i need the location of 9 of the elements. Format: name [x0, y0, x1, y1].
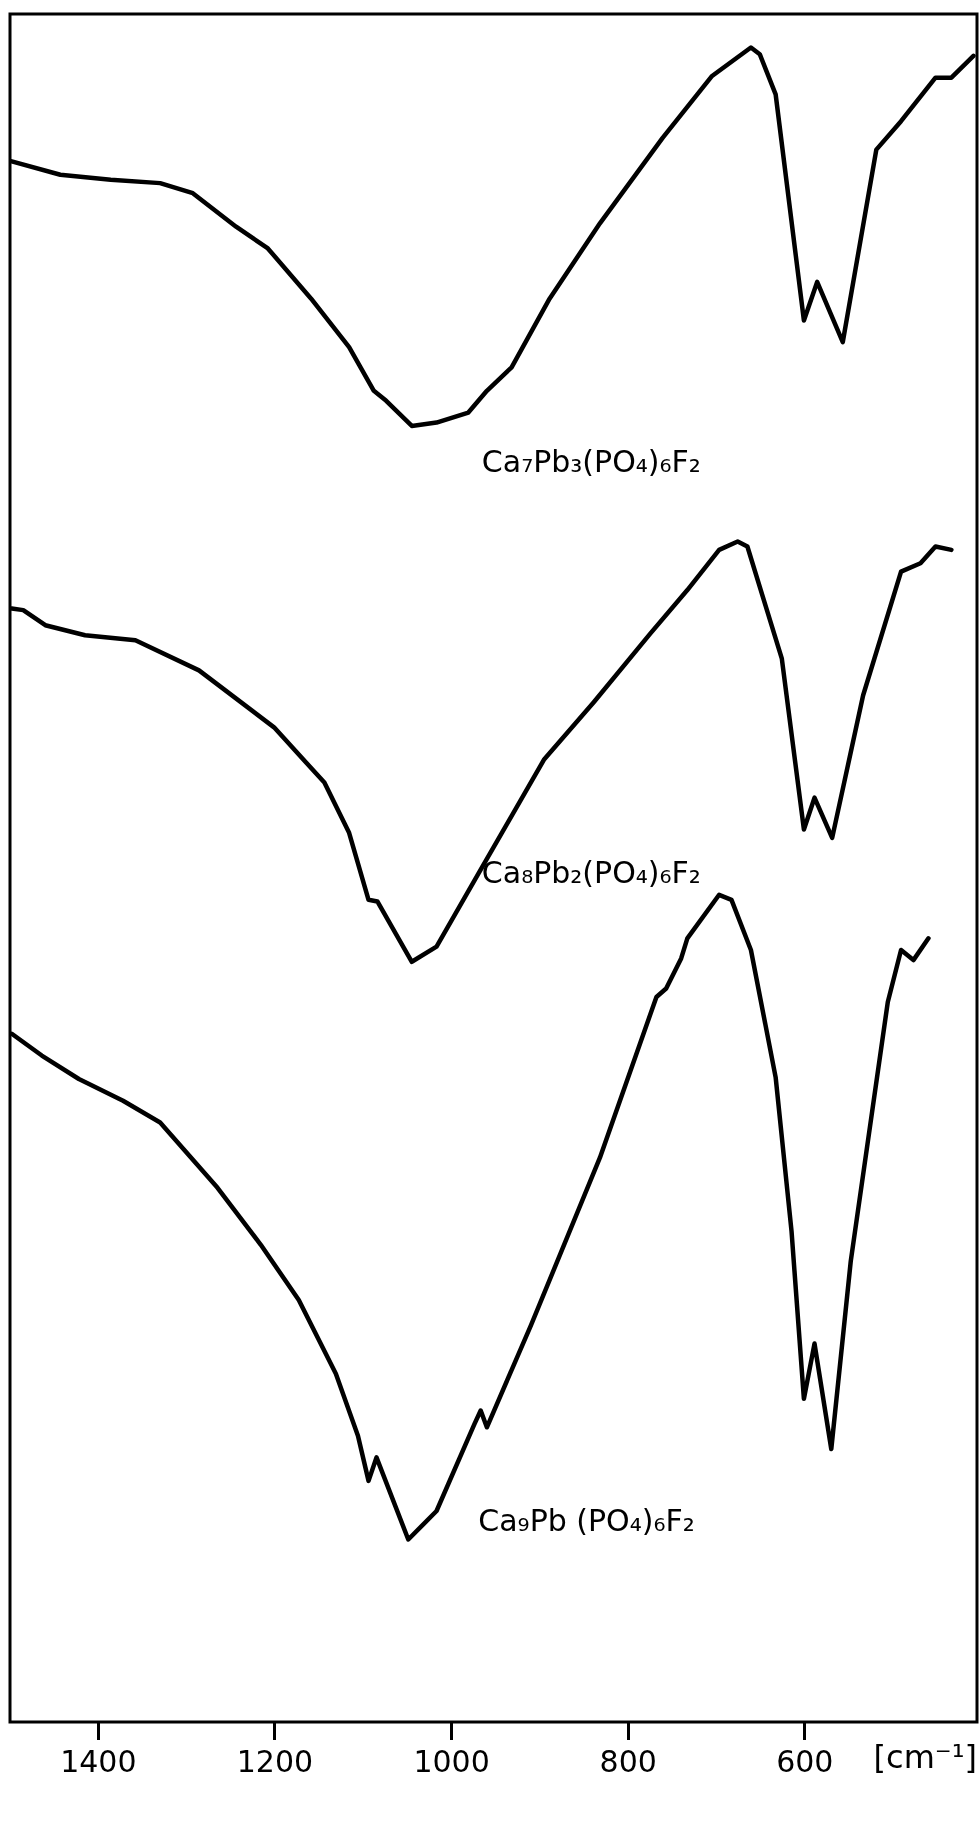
series-label: Ca₉Pb (PO₄)₆F₂ — [478, 1503, 695, 1539]
x-axis-title: [cm⁻¹] — [873, 1738, 977, 1777]
x-tick-label: 1000 — [413, 1743, 490, 1779]
x-tick-label: 800 — [599, 1743, 657, 1779]
x-tick-label: 1200 — [236, 1743, 314, 1779]
x-tick-label: 1400 — [60, 1743, 137, 1779]
series-label: Ca₇Pb₃(PO₄)₆F₂ — [481, 443, 701, 479]
x-tick-label: 600 — [776, 1743, 834, 1779]
series-label: Ca₈Pb₂(PO₄)₆F₂ — [481, 854, 701, 890]
